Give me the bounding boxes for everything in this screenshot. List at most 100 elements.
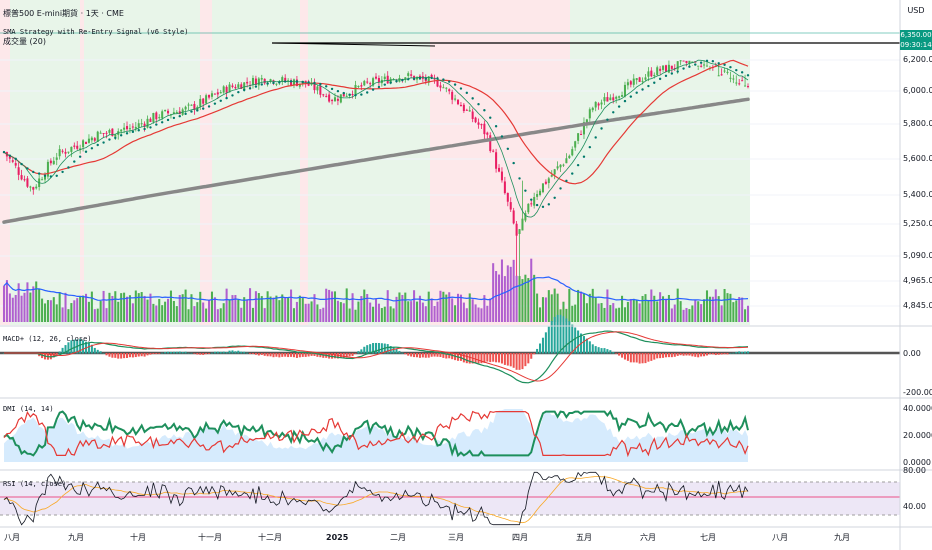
macd-histogram-bar: [128, 353, 131, 358]
volume-bar: [29, 292, 32, 322]
signal-zone-short: [300, 0, 308, 325]
candle: [524, 213, 527, 221]
signal-dot: [32, 170, 35, 174]
signal-dot: [553, 196, 556, 199]
signal-dot: [740, 71, 744, 74]
signal-dot: [653, 81, 656, 84]
volume-bar: [732, 302, 735, 322]
volume-bar: [474, 304, 477, 322]
volume-bar: [673, 304, 676, 322]
macd-histogram-bar: [190, 352, 193, 354]
macd-histogram-bar: [506, 353, 509, 366]
candle: [316, 86, 319, 91]
candle: [82, 140, 85, 148]
macd-histogram-bar: [424, 353, 427, 358]
macd-histogram-bar: [117, 353, 120, 359]
volume-bar: [571, 305, 574, 322]
volume-bar: [629, 298, 632, 322]
volume-bar: [87, 301, 90, 322]
signal-dot: [746, 74, 750, 77]
macd-histogram-bar: [427, 353, 430, 358]
candle: [588, 109, 591, 119]
macd-histogram-bar: [559, 314, 562, 354]
price-tick-label: 4,845.00: [903, 301, 932, 310]
candle: [492, 150, 495, 152]
volume-bar: [175, 306, 178, 322]
adx-area: [4, 409, 748, 462]
candle: [313, 82, 316, 91]
candle: [263, 78, 266, 84]
volume-bar: [591, 288, 594, 322]
macd-histogram-bar: [345, 353, 348, 358]
macd-histogram-bar: [263, 353, 266, 356]
volume-bar: [351, 293, 354, 322]
signal-dot: [172, 116, 176, 120]
candle: [647, 71, 650, 77]
currency-label[interactable]: USD: [907, 6, 925, 15]
volume-bar: [281, 294, 284, 322]
candle: [93, 138, 96, 141]
volume-bar: [372, 306, 375, 322]
macd-histogram-bar: [298, 353, 301, 358]
candle: [729, 77, 732, 79]
macd-histogram-bar: [562, 316, 565, 354]
macd-histogram-bar: [164, 351, 167, 354]
volume-bar: [541, 297, 544, 322]
volume-bar: [234, 295, 237, 322]
macd-histogram-bar: [193, 353, 196, 354]
candle: [621, 95, 624, 97]
macd-histogram-bar: [413, 353, 416, 358]
macd-histogram-bar: [202, 353, 205, 355]
signal-dot: [336, 89, 340, 93]
macd-histogram-bar: [131, 353, 134, 358]
candle: [626, 82, 629, 86]
signal-dot: [541, 205, 545, 209]
signal-dot: [594, 136, 597, 139]
signal-dot: [401, 79, 404, 82]
macd-histogram-bar: [246, 352, 249, 354]
macd-histogram-bar: [99, 351, 102, 354]
candle: [152, 112, 155, 122]
macd-histogram-bar: [533, 353, 536, 355]
candle: [500, 171, 503, 181]
volume-bar: [328, 289, 331, 322]
candle: [20, 175, 23, 180]
macd-label: MACD+ (12, 26, close): [3, 335, 92, 343]
candle: [237, 84, 240, 88]
signal-dot: [453, 83, 457, 86]
signal-dot: [301, 80, 304, 84]
candle: [351, 93, 354, 96]
macd-histogram-bar: [155, 353, 158, 355]
candle: [269, 79, 272, 82]
candle: [547, 178, 550, 184]
macd-histogram-bar: [527, 353, 530, 364]
macd-histogram-bar: [594, 346, 597, 354]
macd-histogram-bar: [149, 353, 152, 355]
candle: [67, 151, 70, 153]
volume-bar: [389, 306, 392, 322]
candle: [208, 94, 211, 98]
volume-bar: [509, 266, 512, 322]
signal-dot: [670, 72, 674, 75]
macd-histogram-bar: [483, 353, 486, 363]
macd-histogram-bar: [662, 353, 665, 358]
volume-bar: [67, 309, 70, 322]
candle: [26, 178, 29, 187]
macd-histogram-bar: [729, 352, 732, 354]
candle: [700, 65, 703, 67]
candle: [46, 161, 49, 177]
volume-bar: [360, 296, 363, 322]
macd-histogram-bar: [591, 344, 594, 354]
signal-dot: [354, 94, 357, 97]
price-tick-label: 5,250.00: [903, 219, 932, 228]
macd-histogram-bar: [395, 349, 398, 354]
volume-bar: [120, 293, 123, 322]
time-tick-label: 二月: [390, 533, 406, 542]
volume-bar: [5, 280, 8, 322]
signal-dot: [658, 77, 662, 81]
candle: [284, 77, 287, 82]
macd-histogram-bar: [310, 353, 313, 356]
macd-histogram-bar: [187, 352, 190, 354]
